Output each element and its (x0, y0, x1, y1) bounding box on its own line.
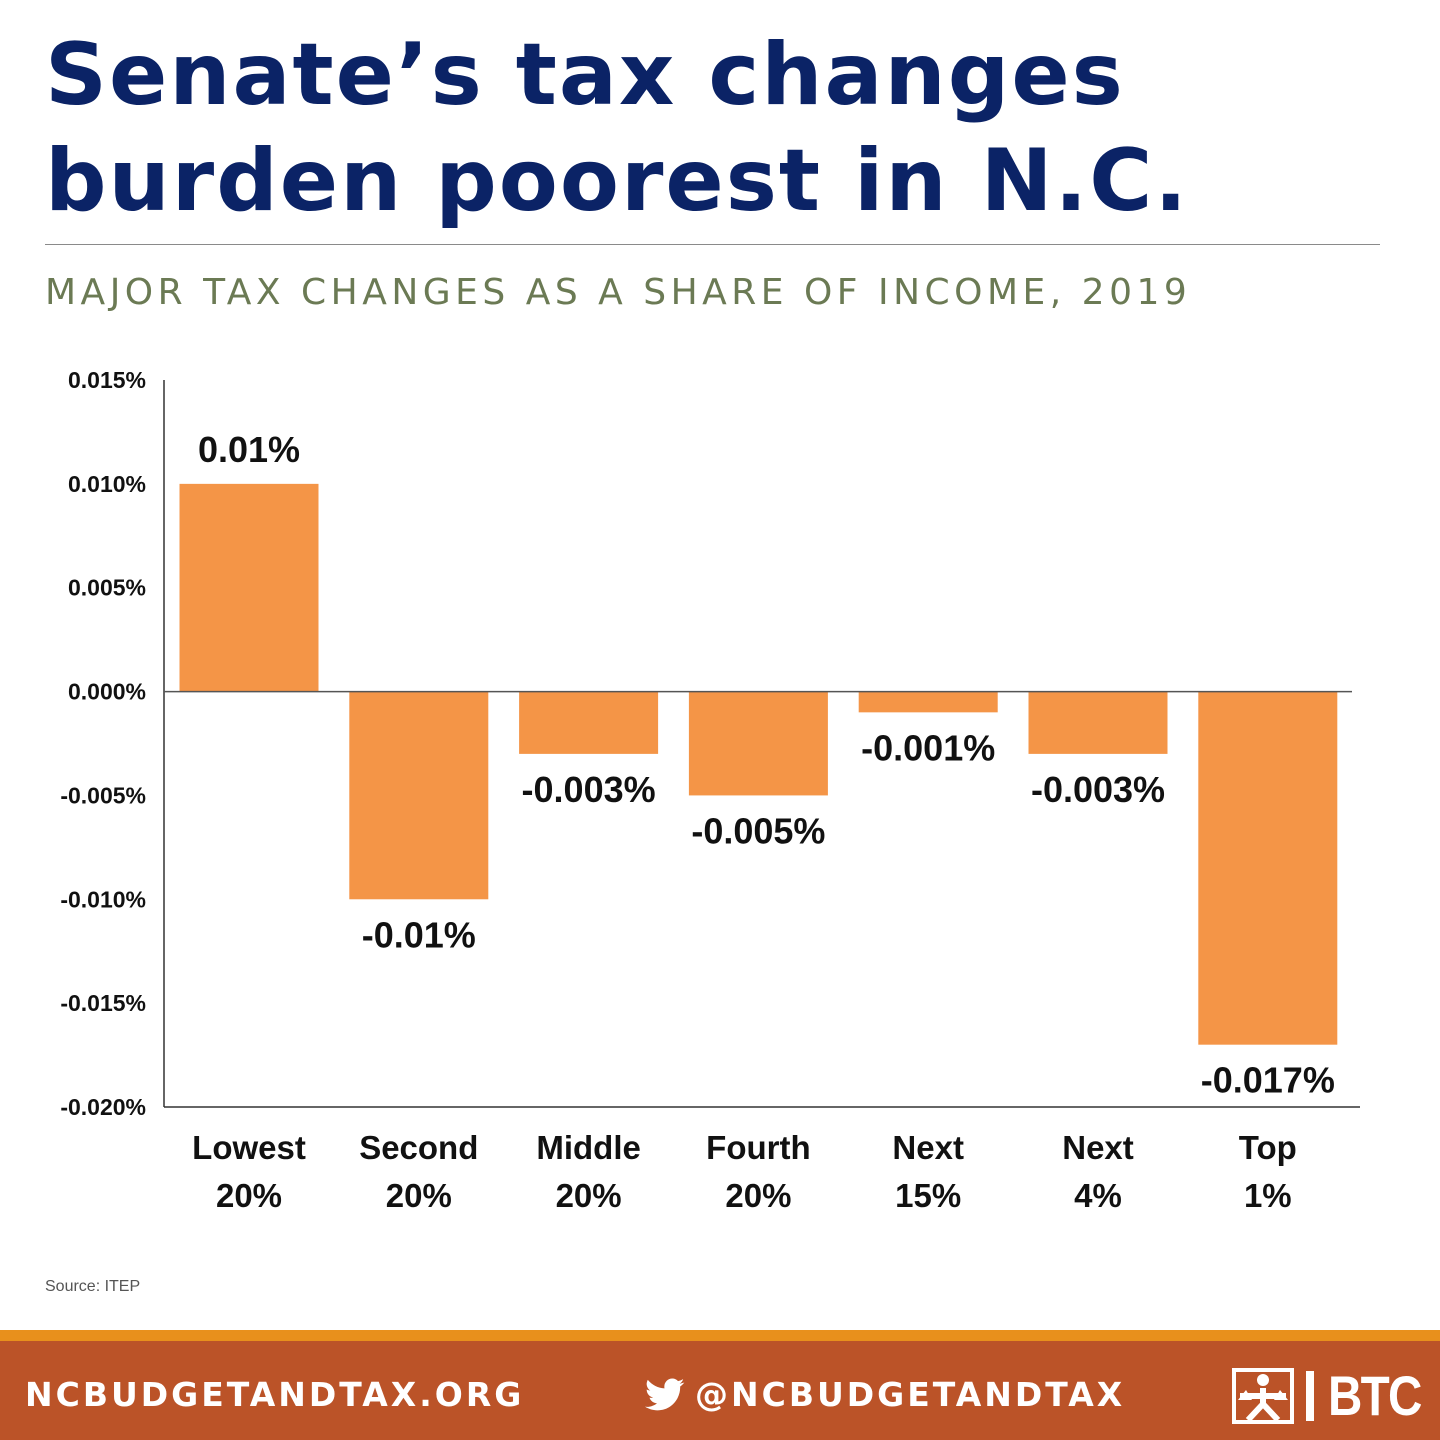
bar (519, 691, 659, 754)
data-label: 0.01% (198, 429, 300, 470)
x-tick-label: 15% (895, 1177, 961, 1214)
y-tick-label: -0.005% (60, 782, 146, 808)
chart-title: Senate’s tax changes burden poorest in N… (45, 22, 1405, 234)
data-label: -0.017% (1201, 1060, 1335, 1101)
x-tick-label: Middle (536, 1129, 641, 1166)
x-tick-label: Next (1062, 1129, 1134, 1166)
y-tick-label: 0.010% (68, 471, 146, 497)
footer-twitter-handle[interactable]: @NCBUDGETANDTAX (645, 1375, 1125, 1414)
bar (179, 483, 319, 692)
x-tick-label: Top (1239, 1129, 1297, 1166)
bar (858, 691, 998, 713)
title-divider (45, 244, 1380, 245)
bar (1028, 691, 1168, 754)
data-label: -0.001% (861, 727, 995, 768)
x-tick-label: 20% (725, 1177, 791, 1214)
y-tick-label: 0.005% (68, 575, 146, 601)
data-label: -0.01% (362, 914, 476, 955)
data-label: -0.003% (1031, 769, 1165, 810)
x-tick-label: 4% (1074, 1177, 1122, 1214)
twitter-bird-icon (645, 1378, 685, 1410)
chart-subtitle: MAJOR TAX CHANGES AS A SHARE OF INCOME, … (45, 272, 1192, 313)
title-line-2: burden poorest in N.C. (45, 131, 1190, 231)
title-line-1: Senate’s tax changes (45, 25, 1125, 125)
y-tick-label: 0.000% (68, 679, 146, 705)
x-tick-label: 20% (556, 1177, 622, 1214)
twitter-handle-text: @NCBUDGETANDTAX (695, 1375, 1126, 1414)
x-tick-label: Fourth (706, 1129, 810, 1166)
x-tick-label: 1% (1244, 1177, 1292, 1214)
x-tick-label: Next (892, 1129, 964, 1166)
footer-bar: NCBUDGETANDTAX.ORG @NCBUDGETANDTAX BTC (0, 1330, 1440, 1440)
bar-chart: 0.015% 0.010% 0.005% 0.000% -0.005% -0.010% -0… (60, 367, 1360, 1214)
data-label: -0.005% (691, 810, 825, 851)
bar (349, 691, 489, 900)
x-tick-label: 20% (386, 1177, 452, 1214)
logo-separator (1306, 1370, 1314, 1421)
data-label: -0.003% (522, 769, 656, 810)
y-tick-label: -0.020% (60, 1094, 146, 1120)
x-tick-label: Second (359, 1129, 478, 1166)
y-tick-label: -0.010% (60, 886, 146, 912)
x-tick-label: 20% (216, 1177, 282, 1214)
btc-logo-mark-icon (1232, 1367, 1294, 1424)
y-tick-label: 0.015% (68, 367, 146, 393)
logo-wordmark: BTC (1328, 1364, 1422, 1427)
bar (1198, 691, 1338, 1045)
source-note: Source: ITEP (45, 1278, 141, 1295)
x-tick-label: Lowest (192, 1129, 306, 1166)
footer-website-link[interactable]: NCBUDGETANDTAX.ORG (25, 1375, 525, 1414)
bar (688, 691, 828, 796)
btc-logo[interactable]: BTC (1232, 1363, 1437, 1428)
y-tick-label: -0.015% (60, 990, 146, 1016)
